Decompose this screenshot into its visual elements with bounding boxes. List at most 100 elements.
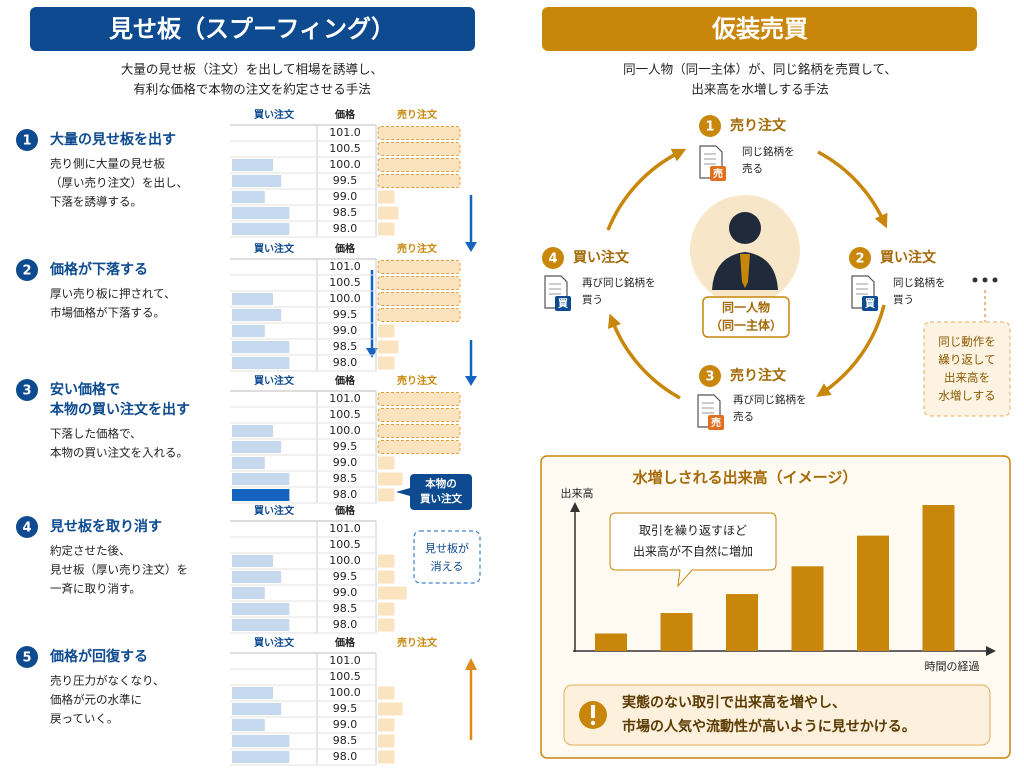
header-buy: 買い注文 [254, 108, 295, 121]
header-sell: 売り注文 [397, 108, 438, 121]
warning-icon-bar [591, 705, 595, 718]
step-badge [16, 259, 38, 281]
buy-bar [232, 207, 290, 219]
price: 99.0 [333, 586, 358, 599]
price: 100.5 [329, 142, 361, 155]
step-heading: 大量の見せ板を出す [50, 131, 176, 148]
node-number: 2 [855, 252, 864, 267]
icon-text: 買 [558, 298, 568, 310]
node-desc: 買う [582, 294, 603, 306]
bar [726, 594, 758, 651]
vanish-label: 見せ板が [425, 541, 469, 555]
buy-bar [232, 191, 265, 203]
price: 100.5 [329, 276, 361, 289]
buy-bar [232, 703, 282, 715]
bar [595, 633, 627, 651]
step-body: 下落を誘導する。 [50, 195, 142, 209]
left-subtitle: 大量の見せ板（注文）を出して相場を誘導し、 [121, 62, 383, 77]
buy-bar [232, 751, 290, 763]
price: 101.0 [329, 522, 361, 535]
sell-bar [378, 586, 407, 600]
spoof-bar [377, 440, 461, 454]
sell-bar [378, 750, 395, 764]
header-sell: 売り注文 [397, 374, 438, 387]
step-badge [16, 379, 38, 401]
center-label: （同一主体） [710, 318, 782, 333]
header-buy: 買い注文 [254, 374, 295, 387]
price: 101.0 [329, 126, 361, 139]
bar [857, 535, 889, 651]
real-buy-box [410, 474, 472, 510]
spoof-bar [377, 292, 461, 306]
buy-bar [232, 175, 282, 187]
spoof-bar [377, 408, 461, 422]
price: 98.5 [333, 602, 358, 615]
node-desc: 同じ銘柄を [742, 145, 795, 158]
spoof-bar [377, 174, 461, 188]
price: 99.0 [333, 324, 358, 337]
buy-bar [232, 223, 290, 235]
warning-box [563, 684, 991, 746]
real-buy-label: 本物の [424, 477, 457, 490]
sell-bar [378, 488, 395, 502]
buy-bar [232, 441, 282, 453]
right-banner [542, 7, 977, 51]
header-sell: 売り注文 [397, 636, 438, 649]
node-label: 売り注文 [730, 367, 787, 384]
step-body: 見せ板（厚い売り注文）を [50, 563, 188, 577]
left-subtitle: 有利な価格で本物の注文を約定させる手法 [133, 82, 371, 97]
node-desc: 再び同じ銘柄を [582, 276, 656, 289]
sell-bar [378, 206, 399, 220]
price: 101.0 [329, 654, 361, 667]
header-price: 価格 [334, 242, 356, 255]
buy-bar [232, 603, 290, 615]
sell-bar [378, 618, 395, 632]
chart-title: 水増しされる出来高（イメージ） [632, 469, 858, 487]
sell-bar [378, 472, 403, 486]
node-label: 買い注文 [880, 249, 937, 266]
step-number: 4 [22, 521, 31, 536]
warning-icon-dot [590, 720, 596, 726]
real-buy-bar [232, 489, 290, 501]
price: 98.0 [333, 356, 358, 369]
price: 99.5 [333, 308, 358, 321]
buy-bar [232, 719, 265, 731]
sell-bar [378, 734, 395, 748]
buy-bar [232, 309, 282, 321]
icon-badge [555, 296, 571, 311]
buy-bar [232, 159, 273, 171]
icon-text: 売 [711, 416, 721, 429]
left-banner [30, 7, 475, 51]
price: 99.0 [333, 190, 358, 203]
spoof-bar [377, 308, 461, 322]
buy-bar [232, 473, 290, 485]
price: 100.5 [329, 538, 361, 551]
node-desc: 同じ銘柄を [893, 276, 946, 289]
node-desc: 買う [893, 294, 914, 306]
price: 98.0 [333, 222, 358, 235]
vanish-label: 消える [431, 559, 464, 573]
step-heading: 安い価格で [50, 381, 120, 398]
buy-bar [232, 293, 273, 305]
repeat-note: 繰り返して [938, 353, 995, 367]
node-number: 1 [705, 120, 714, 135]
bar [660, 613, 693, 651]
right-subtitle: 同一人物（同一主体）が、同じ銘柄を売買して、 [623, 62, 897, 77]
x-axis-label: 時間の経過 [925, 660, 980, 673]
price: 98.0 [333, 618, 358, 631]
price: 99.5 [333, 702, 358, 715]
price: 98.5 [333, 734, 358, 747]
step-body: 厚い売り板に押されて、 [50, 287, 176, 301]
step-body: 市場価格が下落する。 [50, 306, 165, 320]
price: 98.0 [333, 750, 358, 763]
price: 100.0 [329, 292, 361, 305]
header-buy: 買い注文 [254, 636, 295, 649]
icon-text: 買 [865, 298, 875, 310]
buy-bar [232, 555, 273, 567]
price: 100.0 [329, 554, 361, 567]
buy-bar [232, 457, 265, 469]
sell-bar [378, 324, 395, 338]
buy-bar [232, 587, 265, 599]
bar [791, 566, 824, 651]
sell-bar [378, 686, 395, 700]
